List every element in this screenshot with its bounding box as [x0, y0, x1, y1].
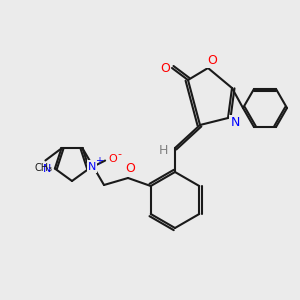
Text: N: N [230, 116, 240, 130]
Text: O: O [160, 61, 170, 74]
Text: O: O [125, 161, 135, 175]
Text: O: O [109, 154, 118, 164]
Text: N: N [88, 162, 96, 172]
Text: +: + [95, 156, 103, 166]
Text: H: H [158, 143, 168, 157]
Text: CH₃: CH₃ [34, 164, 52, 173]
Text: -: - [117, 150, 121, 160]
Text: N: N [43, 164, 51, 174]
Text: O: O [207, 53, 217, 67]
